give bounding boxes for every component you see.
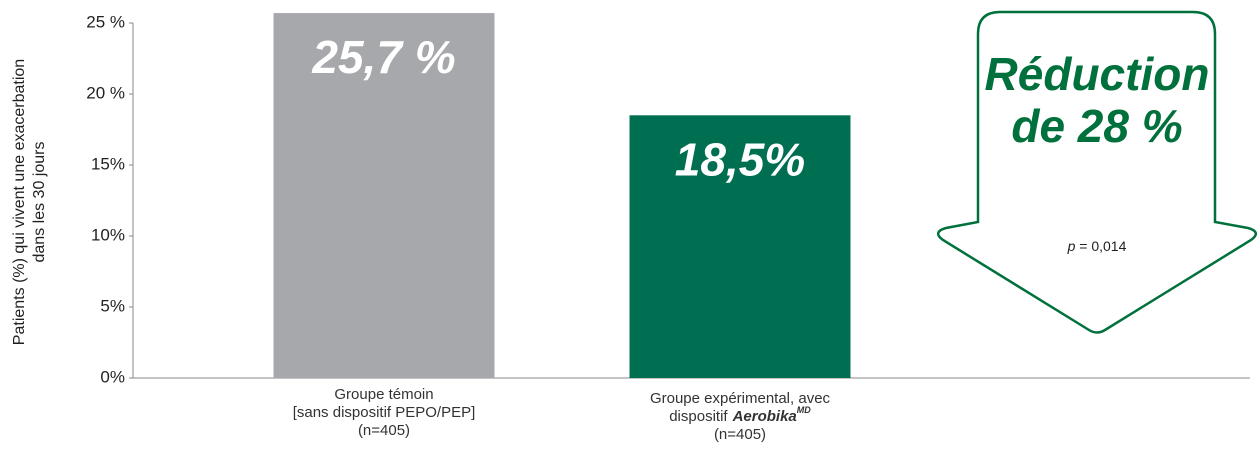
x-tick-label: (n=405): [714, 426, 766, 443]
x-tick-label: Groupe témoin: [334, 386, 433, 403]
x-tick-label: (n=405): [358, 422, 410, 439]
value-label: 18,5%: [675, 133, 805, 185]
p-text: = 0,014: [1079, 238, 1126, 254]
y-axis-label: Patients (%) qui vivent une exacerbation: [11, 59, 28, 345]
bar: [629, 115, 851, 379]
y-tick-label: 5%: [100, 296, 125, 315]
reduction-arrow: [937, 10, 1257, 334]
y-tick-label: 20 %: [86, 83, 125, 102]
x-tick-label: Groupe expérimental, avec: [650, 390, 831, 407]
label-brand: Aerobika: [732, 408, 797, 425]
p-symbol: p: [1067, 238, 1076, 254]
annotation-line: de 28 %: [1011, 100, 1182, 152]
y-axis-label: dans les 30 jours: [31, 142, 48, 263]
annotation-line: Réduction: [985, 48, 1210, 100]
y-tick-label: 15%: [91, 154, 125, 173]
y-tick-label: 25 %: [86, 12, 125, 31]
p-value: p = 0,014: [1067, 238, 1127, 254]
label-part: dispositif: [669, 408, 728, 425]
x-tick-label: [sans dispositif PEPO/PEP]: [293, 404, 476, 421]
y-tick-label: 0%: [100, 367, 125, 386]
y-tick-label: 10%: [91, 225, 125, 244]
value-label: 25,7 %: [311, 31, 455, 83]
x-tick-label: dispositif AerobikaMD: [669, 405, 811, 425]
label-sup: MD: [797, 405, 811, 415]
bar: [273, 13, 495, 379]
